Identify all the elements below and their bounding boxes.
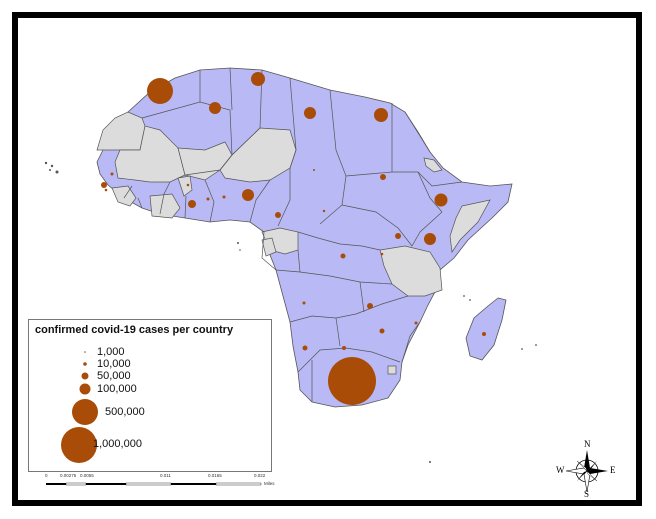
symbol-madagascar: [482, 332, 486, 336]
legend-symbol-50000: [81, 372, 89, 380]
symbol-cameroon: [275, 212, 281, 218]
scale-bar-graphic: [46, 482, 262, 486]
scale-tick-label: 0.00275: [60, 473, 77, 478]
scale-tick-label: 0.011: [160, 473, 171, 478]
symbol-libya: [304, 107, 316, 119]
legend-label: 1,000: [97, 346, 125, 358]
africa-map: [44, 67, 537, 463]
legend-symbol-1000: [84, 351, 86, 353]
madagascar-island: [465, 297, 507, 361]
symbol-ghana: [188, 200, 196, 208]
symbol-zambia: [367, 303, 373, 309]
scale-bar: 0 0.00275 0.0055 0.011 0.0165 0.022 Mile…: [30, 473, 280, 491]
symbol-small: [222, 195, 226, 199]
compass-rose-icon: [565, 450, 608, 493]
region-chad-niger: [219, 127, 297, 183]
symbol-kenya: [424, 233, 436, 245]
legend-symbol-10000: [83, 362, 87, 366]
region-western-sahara: [96, 111, 146, 151]
region-tanzania: [379, 245, 443, 297]
symbol-uganda: [395, 233, 401, 239]
symbol-namibia: [302, 345, 308, 351]
legend-label: 10,000: [97, 358, 131, 370]
legend-label: 500,000: [105, 406, 145, 418]
north-arrow-compass: N S E W: [556, 439, 618, 500]
symbol-small: [206, 197, 210, 201]
symbol-small: [380, 252, 384, 256]
compass-north: N: [584, 439, 591, 449]
symbol-small: [414, 321, 418, 325]
scale-tick-label: 0.022: [254, 473, 266, 478]
region-mauritania: [114, 125, 186, 183]
region-lesotho: [387, 365, 397, 375]
region-gabon: [261, 237, 277, 257]
symbol-nigeria: [242, 189, 254, 201]
map-legend: confirmed covid-19 cases per country 1,0…: [28, 319, 272, 472]
region-eritrea: [423, 157, 443, 173]
symbol-small: [322, 209, 326, 213]
symbol-senegal: [101, 182, 107, 188]
legend-symbols: [61, 351, 98, 463]
legend-label: 100,000: [97, 383, 137, 395]
symbol-small: [302, 301, 306, 305]
scale-tick-label: 0.0165: [208, 473, 222, 478]
symbol-sudan: [380, 174, 386, 180]
symbol-egypt: [374, 108, 388, 122]
map-frame: confirmed covid-19 cases per country 1,0…: [12, 12, 642, 506]
symbol-drcongo: [340, 253, 346, 259]
region-ivory-coast: [149, 193, 181, 219]
compass-east: E: [610, 465, 616, 475]
legend-symbol-100000: [79, 383, 91, 395]
symbol-small: [110, 172, 114, 176]
symbol-morocco: [147, 78, 173, 104]
compass-south: S: [584, 489, 590, 499]
scale-tick-label: 0: [45, 473, 48, 478]
symbol-ethiopia: [434, 193, 448, 207]
case-symbols: [101, 72, 486, 405]
region-somalia: [449, 199, 491, 253]
scale-tick-label: 0.0055: [80, 473, 94, 478]
symbol-south-africa: [328, 357, 376, 405]
region-west-central: [177, 175, 193, 197]
legend-title: confirmed covid-19 cases per country: [35, 324, 234, 336]
symbol-algeria: [209, 102, 221, 114]
symbol-small: [313, 169, 315, 171]
legend-label: 1,000,000: [93, 438, 142, 450]
symbol-tunisia: [251, 72, 265, 86]
legend-label: 50,000: [97, 370, 131, 382]
symbol-small: [186, 183, 190, 187]
legend-symbol-1000000: [61, 427, 97, 463]
symbol-small: [104, 188, 108, 192]
region-guinea-coast: [111, 185, 137, 207]
symbol-mozambique: [379, 328, 385, 334]
symbol-zimbabwe: [342, 346, 346, 350]
compass-west: W: [556, 465, 565, 475]
small-islands: [44, 161, 537, 463]
scale-unit-label: Miles: [264, 481, 275, 486]
legend-symbol-500000: [72, 399, 98, 425]
